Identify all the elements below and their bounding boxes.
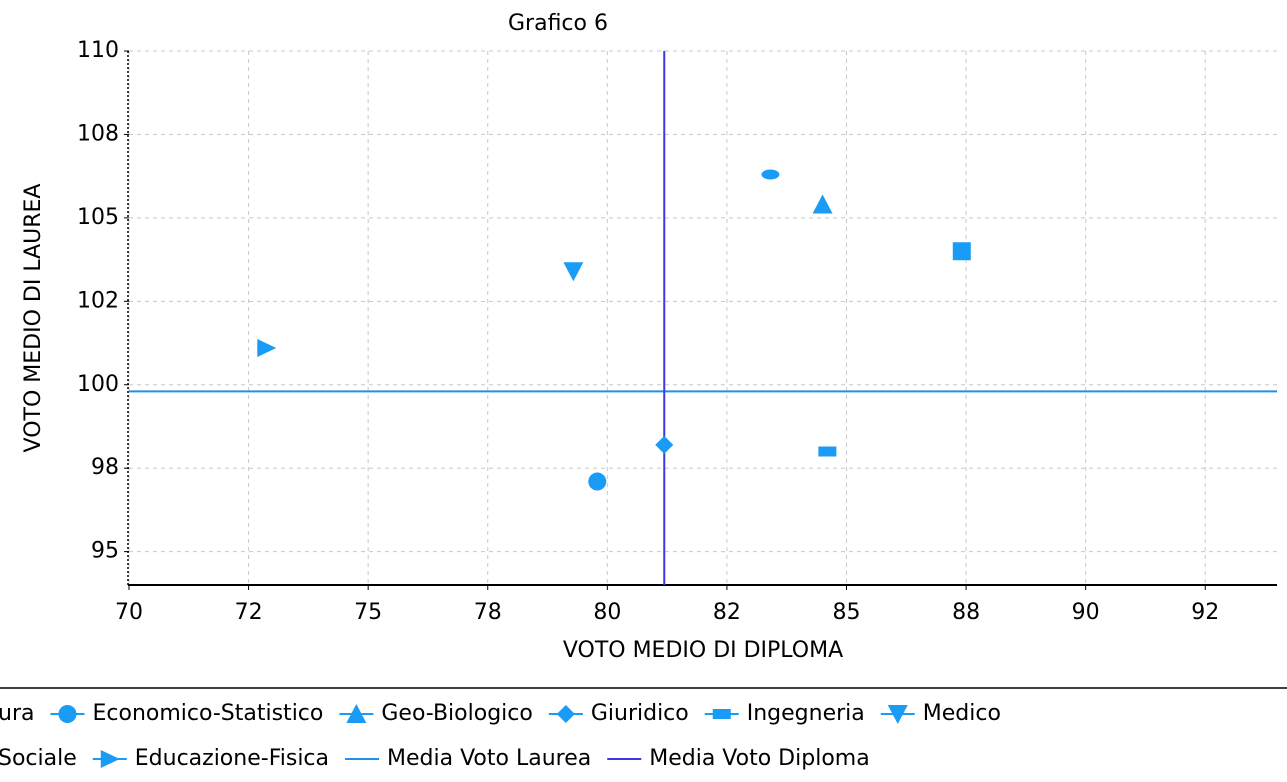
x-tick-label: 90 <box>1072 600 1100 625</box>
x-tick-label: 85 <box>833 600 861 625</box>
y-tick-label: 105 <box>77 205 119 230</box>
legend-label: Ingegneria <box>747 701 865 726</box>
x-tick-label: 80 <box>593 600 621 625</box>
legend-label: Sociale <box>0 746 77 771</box>
y-tick-label: 102 <box>77 288 119 313</box>
x-tick-label: 70 <box>115 600 143 625</box>
x-tick-label: 72 <box>235 600 263 625</box>
x-tick-label: 92 <box>1191 600 1219 625</box>
data-point <box>812 194 833 214</box>
legend-label: Educazione-Fisica <box>135 746 329 771</box>
legend-label: Economico-Statistico <box>92 701 323 726</box>
legend-marker <box>100 750 120 768</box>
legend-marker <box>346 704 367 723</box>
x-axis-label: VOTO MEDIO DI DIPLOMA <box>563 638 843 663</box>
chart-title: Grafico 6 <box>508 11 608 36</box>
data-point <box>761 169 780 180</box>
legend-label: Media Voto Laurea <box>387 746 591 771</box>
x-tick-label: 75 <box>354 600 382 625</box>
y-tick-label: 110 <box>77 38 119 63</box>
y-tick-label: 108 <box>77 121 119 146</box>
legend-label: Geo-Biologico <box>381 701 532 726</box>
legend-marker <box>58 705 77 723</box>
legend-label: ura <box>0 701 34 726</box>
y-tick-label: 100 <box>77 372 119 397</box>
x-tick-label: 88 <box>952 600 980 625</box>
legend-marker <box>712 709 731 719</box>
x-tick-label: 78 <box>474 600 502 625</box>
data-point <box>588 472 607 491</box>
y-tick-label: 95 <box>91 539 119 564</box>
x-tick-label: 82 <box>713 600 741 625</box>
legend-label: Media Voto Diploma <box>649 746 869 771</box>
legend-marker <box>556 705 575 723</box>
legend-label: Giuridico <box>591 701 689 726</box>
legend-label: Medico <box>923 701 1001 726</box>
data-point <box>655 435 674 454</box>
data-point <box>563 262 584 282</box>
data-point <box>952 242 971 261</box>
data-point <box>257 339 277 358</box>
legend-marker <box>887 705 908 724</box>
y-tick-label: 98 <box>91 455 119 480</box>
y-axis-label: VOTO MEDIO DI LAUREA <box>21 184 46 453</box>
data-point <box>818 446 837 457</box>
